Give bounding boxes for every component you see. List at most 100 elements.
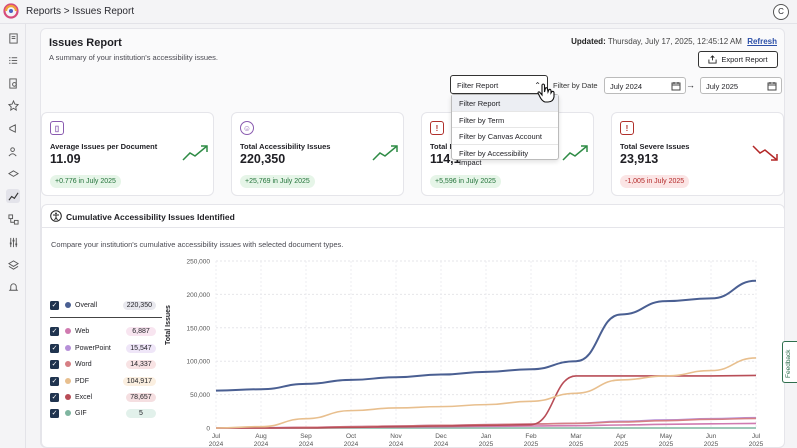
- stat-card-total: ☺ Total Accessibility Issues 220,350 +25…: [231, 112, 404, 196]
- series-line-overall: [215, 279, 757, 392]
- series-line-pdf: [215, 357, 757, 429]
- updated-value: Thursday, July 17, 2025, 12:45:12 AM: [607, 37, 742, 46]
- feedback-label: Feedback: [785, 349, 792, 378]
- stat-card-average: ▯ Average Issues per Document 11.09 +0.7…: [41, 112, 214, 196]
- chart-description: Compare your institution's cumulative ac…: [51, 240, 344, 249]
- reports-chart-icon[interactable]: [6, 189, 20, 203]
- document-icon: ▯: [50, 121, 64, 135]
- graduation-icon[interactable]: [6, 167, 20, 181]
- export-report-button[interactable]: Export Report: [698, 51, 778, 68]
- breadcrumb: Reports > Issues Report: [26, 6, 135, 17]
- trend-down-icon: [752, 145, 778, 161]
- card-label: Total Accessibility Issues: [240, 142, 331, 151]
- y-tick-label: 250,000: [187, 259, 211, 266]
- checklist-icon[interactable]: [6, 53, 20, 67]
- file-search-icon[interactable]: [6, 76, 20, 90]
- legend-item-gif[interactable]: ✓ GIF 5: [50, 406, 156, 420]
- series-dot: [65, 302, 71, 308]
- x-tick-label: 2024: [344, 441, 359, 448]
- x-tick-label: 2025: [479, 441, 494, 448]
- x-tick-label: Jun: [706, 433, 717, 440]
- user-avatar[interactable]: C: [773, 4, 789, 20]
- calendar-icon[interactable]: [767, 81, 777, 91]
- export-icon: [708, 55, 717, 64]
- legend-value: 5: [126, 408, 156, 418]
- arrow-right-icon: →: [686, 80, 695, 90]
- filter-report-select[interactable]: Filter Report ⌃: [450, 75, 548, 94]
- checkbox-checked[interactable]: ✓: [50, 392, 59, 402]
- x-tick-label: 2024: [254, 441, 269, 448]
- trend-up-icon: [182, 145, 208, 161]
- export-label: Export Report: [721, 55, 768, 64]
- series-dot: [65, 394, 71, 400]
- legend-item-excel[interactable]: ✓ Excel 78,657: [50, 390, 156, 404]
- dropdown-option-term[interactable]: Filter by Term: [452, 112, 558, 128]
- x-tick-label: 2024: [209, 441, 224, 448]
- checkbox-checked[interactable]: ✓: [50, 300, 59, 310]
- x-tick-label: Dec: [435, 433, 447, 440]
- dropdown-option-filter-report[interactable]: Filter Report: [452, 95, 558, 112]
- date-from-value: July 2024: [610, 82, 643, 91]
- megaphone-icon[interactable]: [6, 121, 20, 135]
- trend-up-icon: [562, 145, 588, 161]
- x-tick-label: 2025: [704, 441, 719, 448]
- warning-icon: !: [430, 121, 444, 135]
- filter-dropdown-menu: Filter Report Filter by Term Filter by C…: [451, 94, 559, 167]
- y-tick-label: 0: [206, 426, 210, 433]
- page-subtitle: A summary of your institution's accessib…: [49, 53, 218, 62]
- x-tick-label: 2025: [614, 441, 629, 448]
- users-icon[interactable]: [6, 144, 20, 158]
- star-icon[interactable]: [6, 98, 20, 112]
- app-logo-icon[interactable]: [3, 3, 19, 19]
- bell-icon[interactable]: [6, 280, 20, 294]
- layers-icon[interactable]: [6, 258, 20, 272]
- x-tick-label: Jul: [212, 433, 221, 440]
- x-tick-label: Oct: [346, 433, 356, 440]
- legend-item-powerpoint[interactable]: ✓ PowerPoint 15,547: [50, 341, 156, 355]
- date-to-input[interactable]: July 2025: [700, 77, 782, 94]
- filter-select-value: Filter Report: [457, 81, 499, 90]
- trend-up-icon: [372, 145, 398, 161]
- legend-item-web[interactable]: ✓ Web 6,887: [50, 324, 156, 338]
- dropdown-option-impact[interactable]: Filter by Accessibility Impact: [459, 148, 529, 167]
- hierarchy-icon[interactable]: [6, 212, 20, 226]
- updated-status: Updated: Thursday, July 17, 2025, 12:45:…: [571, 37, 777, 46]
- sliders-icon[interactable]: [6, 235, 20, 249]
- series-dot: [65, 345, 71, 351]
- y-tick-label: 200,000: [187, 292, 211, 299]
- documents-icon[interactable]: [6, 31, 20, 45]
- chevron-up-icon: ⌃: [534, 81, 541, 90]
- x-tick-label: 2024: [299, 441, 314, 448]
- filter-by-date-label: Filter by Date: [553, 81, 598, 90]
- legend-item-word[interactable]: ✓ Word 14,337: [50, 357, 156, 371]
- checkbox-checked[interactable]: ✓: [50, 376, 59, 386]
- chart-title: Cumulative Accessibility Issues Identifi…: [66, 212, 235, 222]
- checkbox-checked[interactable]: ✓: [50, 343, 59, 353]
- card-value: 23,913: [620, 152, 659, 166]
- feedback-tab[interactable]: Feedback: [782, 341, 797, 383]
- legend-value: 104,917: [122, 376, 156, 386]
- checkbox-checked[interactable]: ✓: [50, 408, 59, 418]
- x-tick-label: Jan: [481, 433, 492, 440]
- dropdown-option-canvas-account[interactable]: Filter by Canvas Account: [452, 128, 558, 145]
- legend-value: 78,657: [126, 392, 156, 402]
- legend-name: Overall: [75, 301, 98, 309]
- date-from-input[interactable]: July 2024: [604, 77, 686, 94]
- x-tick-label: 2025: [524, 441, 539, 448]
- calendar-icon[interactable]: [671, 81, 681, 91]
- x-tick-label: 2025: [659, 441, 674, 448]
- x-tick-label: Feb: [525, 433, 537, 440]
- card-value: 11.09: [50, 152, 81, 166]
- chart-header: [41, 204, 785, 228]
- series-dot: [65, 328, 71, 334]
- checkbox-checked[interactable]: ✓: [50, 359, 59, 369]
- checkbox-checked[interactable]: ✓: [50, 326, 59, 336]
- y-tick-label: 150,000: [187, 325, 211, 332]
- alert-icon: !: [620, 121, 634, 135]
- legend-item-overall[interactable]: ✓ Overall 220,350: [50, 298, 156, 312]
- series-dot: [65, 361, 71, 367]
- updated-label: Updated:: [571, 37, 606, 46]
- top-bar: Reports > Issues Report C: [0, 0, 797, 24]
- refresh-link[interactable]: Refresh: [747, 37, 777, 46]
- legend-item-pdf[interactable]: ✓ PDF 104,917: [50, 374, 156, 388]
